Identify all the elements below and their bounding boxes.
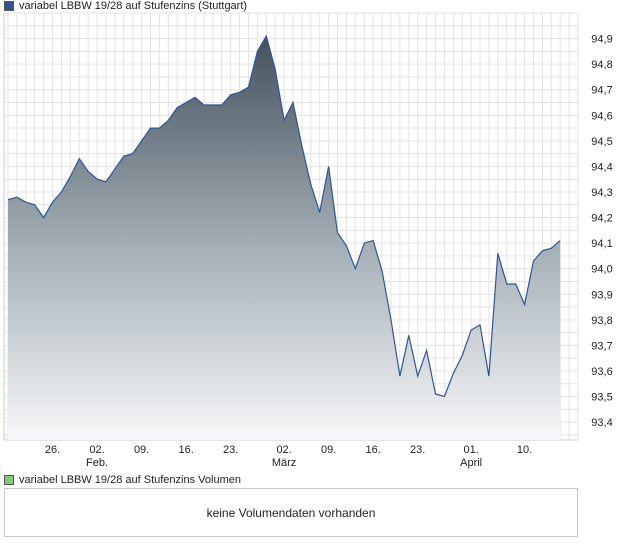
volume-legend-swatch: [4, 475, 14, 485]
y-tick-label: 94,8: [591, 59, 612, 71]
y-tick-label: 94,3: [591, 187, 612, 199]
series-area: [7, 34, 561, 440]
main-legend: variabel LBBW 19/28 auf Stufenzins (Stut…: [4, 0, 247, 12]
y-tick-label: 93,8: [591, 315, 612, 327]
y-tick-label: 94,9: [591, 34, 612, 46]
volume-empty-message: keine Volumendaten vorhanden: [206, 505, 376, 520]
volume-panel: keine Volumendaten vorhanden: [4, 488, 578, 537]
x-tick-label: 26.: [45, 444, 60, 456]
y-tick-label: 94,1: [591, 238, 612, 250]
y-tick-label: 93,6: [591, 366, 612, 378]
main-legend-label: variabel LBBW 19/28 auf Stufenzins (Stut…: [19, 0, 248, 12]
main-legend-swatch: [4, 1, 14, 11]
x-tick-label: 16.: [366, 444, 381, 456]
volume-legend-label: variabel LBBW 19/28 auf Stufenzins Volum…: [19, 474, 241, 486]
y-tick-label: 93,4: [591, 417, 612, 429]
price-chart: 93,4 93,5 93,6 93,7 93,8 93,9 94,0 94,1 94,2 94,3…: [3, 12, 613, 469]
y-tick-label: 93,9: [591, 289, 612, 301]
x-tick-sublabel: März: [272, 457, 296, 469]
volume-legend: variabel LBBW 19/28 auf Stufenzins Volum…: [4, 474, 241, 486]
series-area-fill: [8, 36, 561, 440]
x-tick-label: 16.: [178, 444, 193, 456]
x-tick-label: 01.: [463, 444, 478, 456]
y-tick-label: 94,5: [591, 136, 612, 148]
x-tick-label: 10.: [517, 444, 532, 456]
y-tick-label: 94,7: [591, 85, 612, 97]
x-tick-sublabel: Feb.: [86, 457, 108, 469]
x-tick-sublabel: April: [460, 457, 482, 469]
y-tick-label: 94,0: [591, 264, 612, 276]
y-tick-label: 93,5: [591, 392, 612, 404]
x-tick-label: 23.: [410, 444, 425, 456]
x-tick-label: 09.: [321, 444, 336, 456]
x-tick-label: 02.: [89, 444, 104, 456]
x-tick-label: 09.: [134, 444, 149, 456]
x-tick-label: 23.: [223, 444, 238, 456]
y-tick-label: 94,2: [591, 213, 612, 225]
series-line: [7, 34, 561, 398]
x-tick-label: 02.: [276, 444, 291, 456]
y-tick-label: 94,6: [591, 110, 612, 122]
y-tick-label: 93,7: [591, 340, 612, 352]
y-axis-ticks: 93,4 93,5 93,6 93,7 93,8 93,9 94,0 94,1 94,2 94,3…: [591, 34, 612, 430]
y-tick-label: 94,4: [591, 161, 612, 173]
